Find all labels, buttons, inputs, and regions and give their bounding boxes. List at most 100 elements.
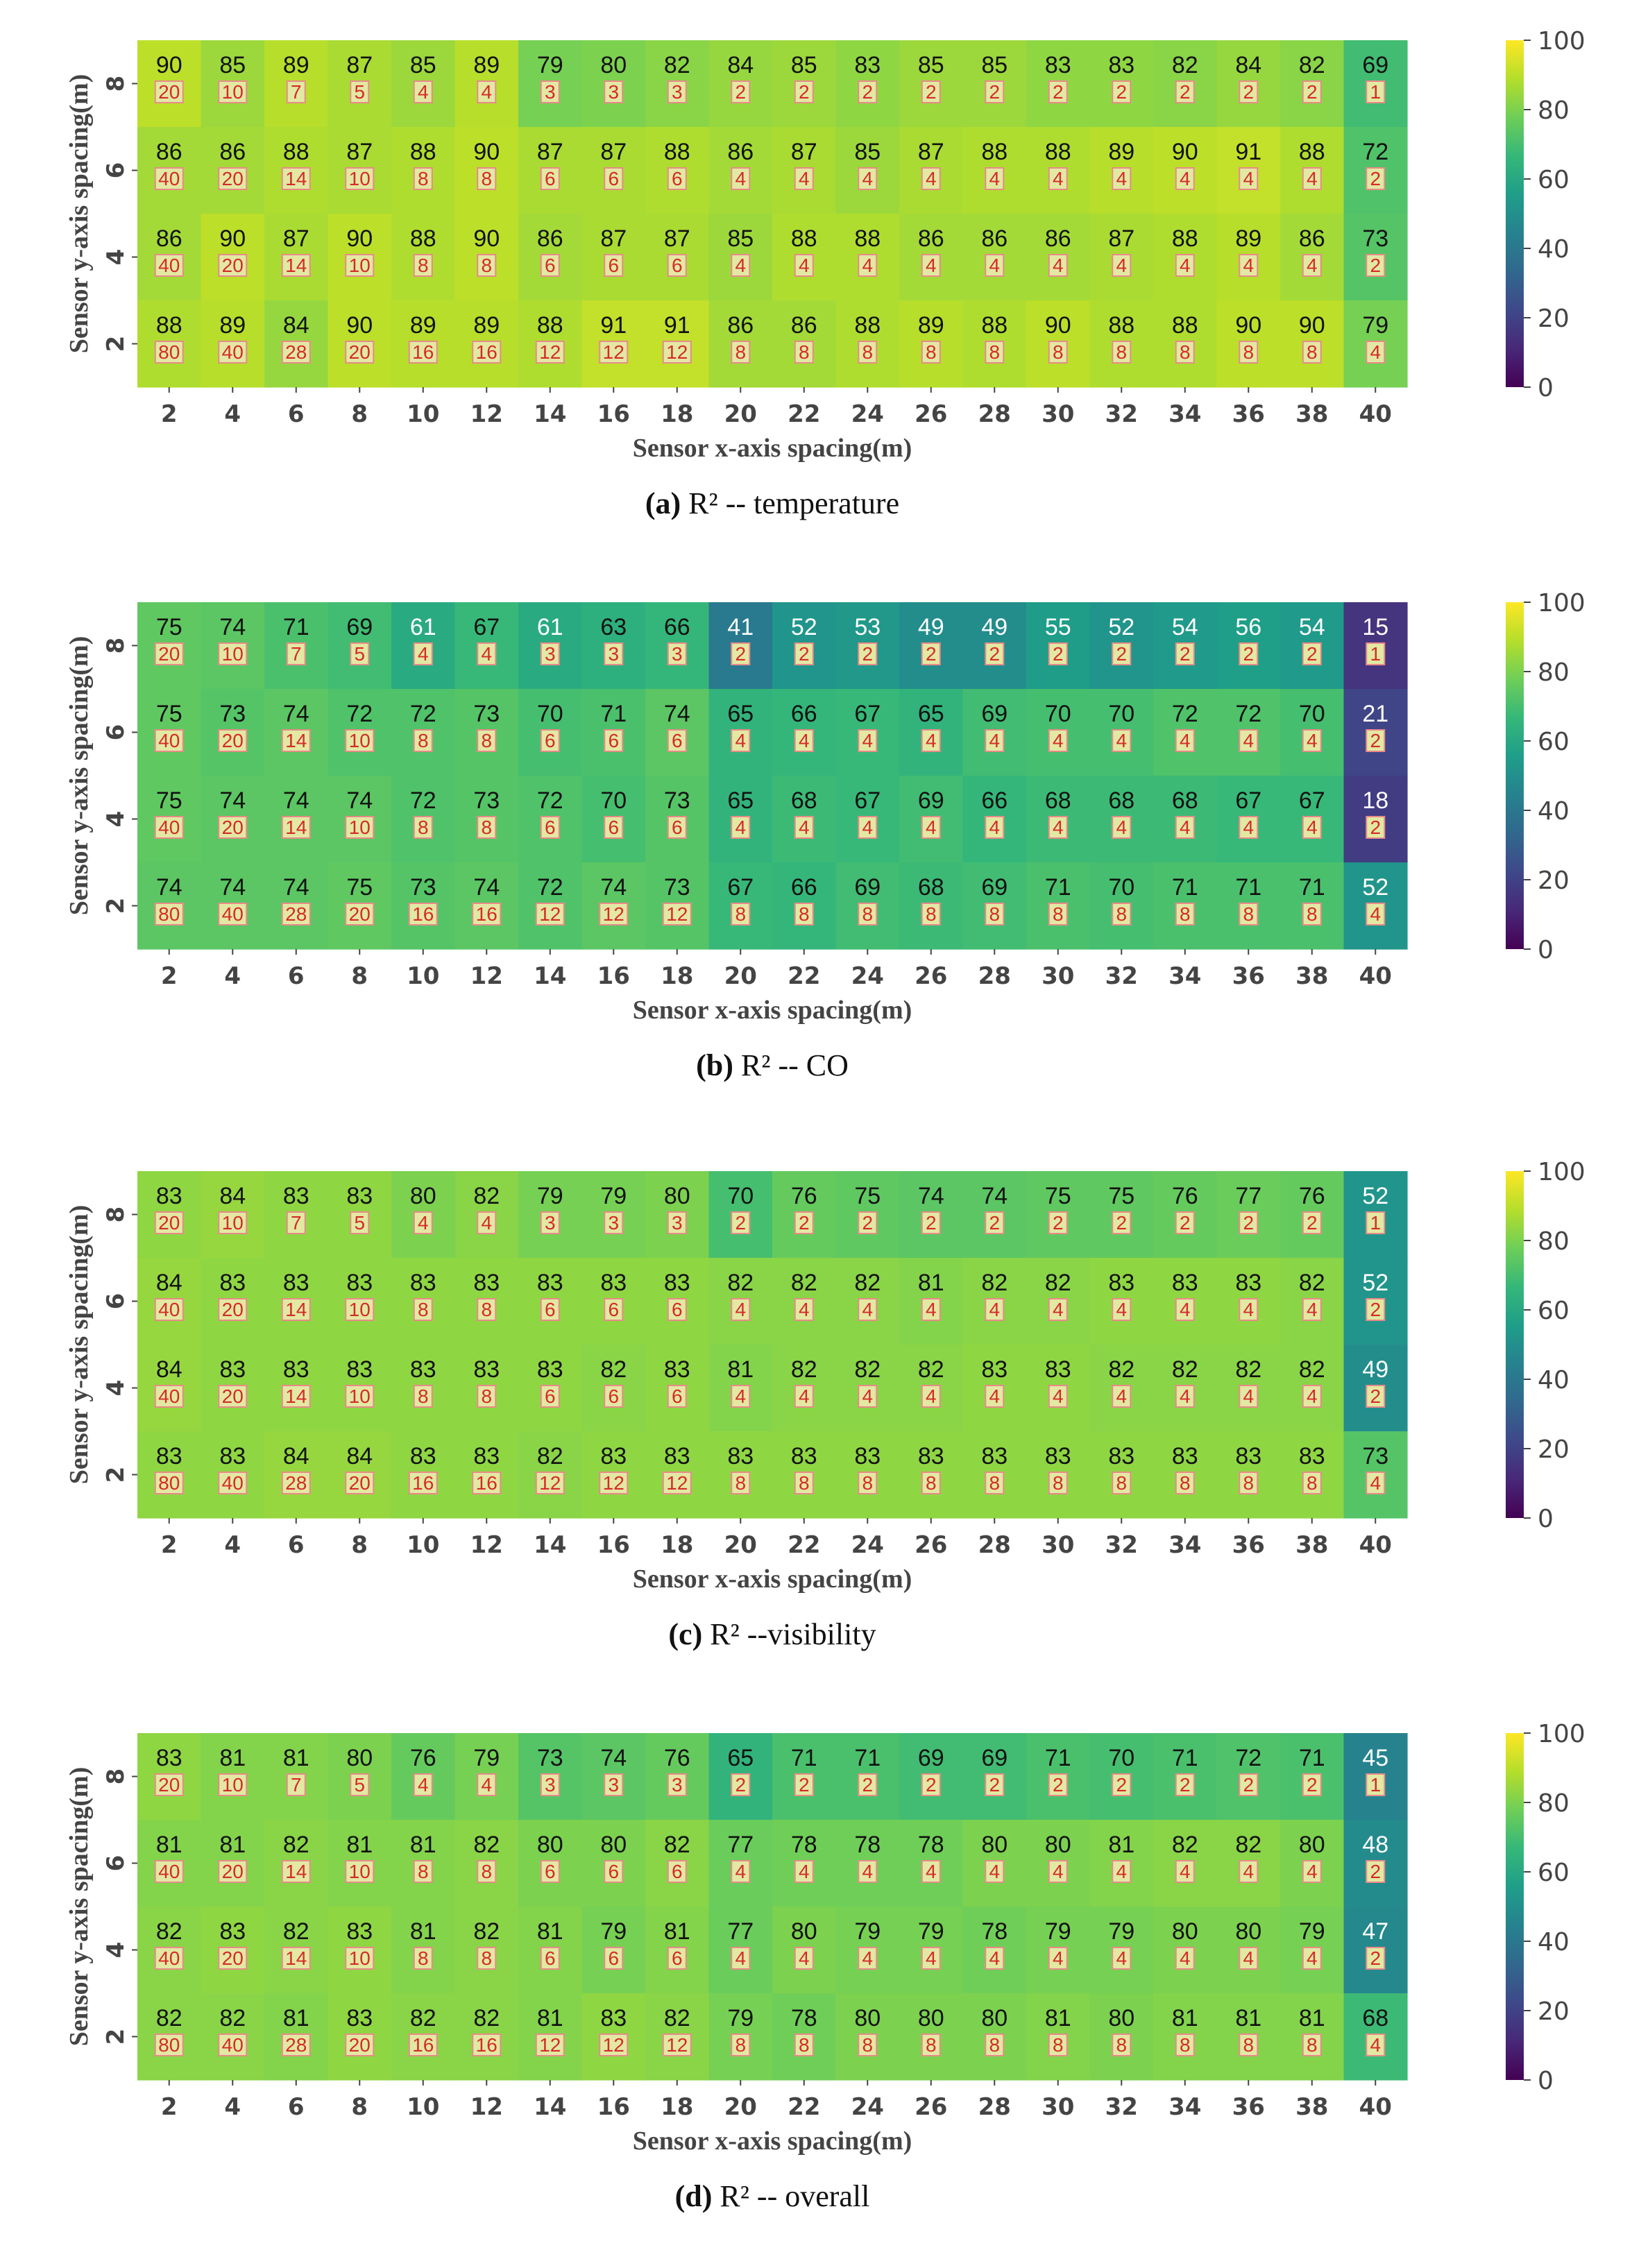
cell-r2-label: 83 [346,1918,373,1945]
count-box [794,1947,814,1970]
x-tick-label: 24 [851,962,884,990]
x-tick-label: 2 [161,1531,178,1559]
count-box [1239,1860,1259,1883]
cell-r2-label: 83 [283,1356,309,1383]
cell-count-label: 2 [926,643,937,665]
caption-text: R² --visibility [702,1617,876,1651]
cell-r2-label: 82 [1108,1356,1134,1383]
cell-r2-label: 83 [1172,1270,1198,1296]
count-box [218,816,248,839]
cell-r2-label: 82 [473,1918,500,1945]
count-box [599,2033,629,2056]
count-box [1366,642,1386,665]
cell-r2-label: 86 [156,139,182,165]
count-box [1112,1472,1132,1494]
cell-r2-label: 75 [156,614,182,640]
x-tick-label: 12 [470,400,503,428]
cell-r2-label: 73 [473,701,500,727]
cell-count-label: 2 [735,643,746,665]
cell-r2-label: 69 [918,1745,944,1771]
count-box [1239,642,1259,665]
cell-r2-label: 74 [283,874,309,901]
x-tick-label: 10 [407,962,439,990]
x-tick-label: 30 [1042,400,1074,428]
x-tick-label: 22 [788,1531,820,1559]
x-tick-label: 4 [224,962,241,990]
cell-r2-label: 80 [346,1745,373,1771]
cell-count-label: 5 [354,1212,365,1234]
count-box [1302,642,1322,665]
cell-r2-label: 76 [791,1183,817,1209]
count-box [540,254,560,277]
cell-r2-label: 81 [283,2005,309,2031]
colorbar-tick-label: 20 [1538,1435,1570,1464]
cell-count-label: 8 [989,341,1000,363]
cell-count-label: 2 [735,81,746,103]
cell-count-label: 4 [1243,1385,1254,1407]
cell-count-label: 2 [989,1212,1000,1234]
cell-r2-label: 82 [600,1356,627,1383]
caption-letter: (b) [696,1048,733,1082]
count-box [154,816,184,839]
cell-count-label: 4 [799,255,810,276]
cell-count-label: 4 [1116,1299,1127,1320]
cell-count-label: 6 [672,168,683,189]
colorbar-tick-label: 80 [1538,96,1570,125]
x-tick-label: 18 [661,400,693,428]
cell-r2-label: 81 [664,1918,690,1945]
x-tick-label: 26 [915,2093,947,2121]
cell-r2-label: 83 [473,1356,500,1383]
x-tick-label: 6 [288,2093,305,2121]
cell-count-label: 20 [222,168,244,189]
cell-count-label: 4 [926,1861,937,1882]
cell-r2-label: 80 [1108,2005,1134,2031]
count-box [472,1472,502,1494]
count-box [281,341,311,364]
cell-count-label: 5 [354,81,365,103]
count-box [154,1947,184,1970]
cell-r2-label: 86 [219,139,246,165]
cell-count-label: 14 [285,1299,307,1320]
cell-r2-label: 84 [1235,52,1261,78]
count-box [1175,816,1195,839]
count-box [985,903,1005,926]
count-box [1048,1385,1068,1408]
count-box [1175,642,1195,665]
x-tick-label: 16 [597,400,630,428]
colorbar [1506,1733,1524,2080]
count-box [1239,1298,1259,1321]
cell-r2-label: 81 [1108,1832,1134,1858]
cell-count-label: 6 [608,1385,619,1407]
cell-r2-label: 89 [410,312,436,339]
count-box [477,729,497,752]
count-box [154,903,184,926]
cell-r2-label: 74 [918,1183,944,1209]
cell-count-label: 4 [799,1861,810,1882]
count-box [1366,2033,1386,2056]
count-box [413,642,433,665]
count-box [1239,2033,1259,2056]
cell-count-label: 6 [545,1947,556,1969]
x-tick-label: 36 [1232,400,1265,428]
count-box [662,2033,692,2056]
cell-count-label: 4 [799,1299,810,1320]
cell-r2-label: 88 [410,139,436,165]
count-box [281,729,311,752]
x-tick-label: 38 [1295,400,1328,428]
cell-count-label: 8 [1116,341,1127,363]
colorbar-tick-label: 60 [1538,1859,1570,1887]
cell-r2-label: 72 [537,874,563,901]
cell-r2-label: 91 [600,312,627,339]
cell-r2-label: 78 [791,2005,817,2031]
cell-r2-label: 88 [981,139,1008,165]
cell-r2-label: 88 [1172,312,1198,339]
cell-count-label: 4 [735,1385,746,1407]
cell-r2-label: 83 [600,1270,627,1296]
count-box [731,816,751,839]
cell-r2-label: 91 [664,312,690,339]
count-box [540,1773,560,1796]
x-tick-label: 32 [1105,962,1138,990]
x-tick-label: 8 [351,400,368,428]
count-box [281,254,311,277]
cell-r2-label: 81 [283,1745,309,1771]
